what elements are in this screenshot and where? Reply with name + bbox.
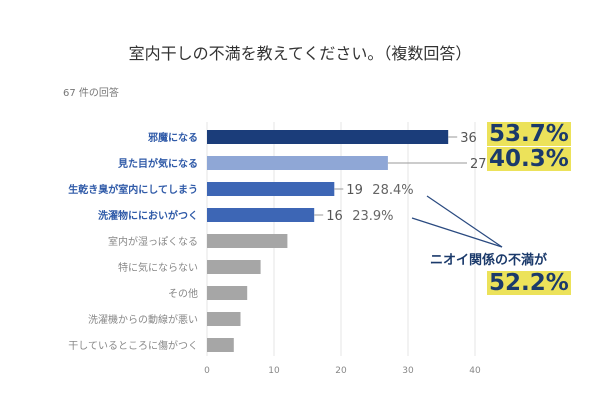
category-label: 洗濯機からの動線が悪い <box>88 313 198 326</box>
bar <box>207 260 261 274</box>
bar <box>207 234 288 248</box>
bar <box>207 182 335 196</box>
response-count: 67 件の回答 <box>63 88 119 99</box>
x-tick-label: 20 <box>335 366 347 376</box>
bar <box>207 208 315 222</box>
odor-callout-value: 52.2% <box>487 270 571 296</box>
category-label: 洗濯物ににおいがつく <box>98 209 198 222</box>
category-label: 見た目が気になる <box>117 157 198 170</box>
category-label: 特に気にならない <box>118 261 198 274</box>
percent-label: 28.4% <box>372 183 413 198</box>
category-label: その他 <box>168 287 198 300</box>
x-tick-label: 10 <box>268 366 280 376</box>
callout-top1: 53.7% <box>487 121 571 147</box>
callout-top2: 40.3% <box>487 146 571 172</box>
percent-label: 23.9% <box>352 209 393 224</box>
x-tick-label: 30 <box>402 366 414 376</box>
data-label: 27 <box>470 157 487 172</box>
category-label: 室内が湿っぽくなる <box>108 235 198 248</box>
category-label: 邪魔になる <box>147 131 198 144</box>
data-label: 19 <box>346 183 363 198</box>
bar <box>207 130 449 144</box>
odor-callout-label: ニオイ関係の不満が <box>430 253 548 268</box>
callout-line <box>426 195 503 248</box>
chart-title: 室内干しの不満を教えてください。（複数回答） <box>128 44 472 63</box>
bar <box>207 156 388 170</box>
category-label: 干しているところに傷がつく <box>68 339 198 352</box>
category-label: 生乾き臭が室内にしてしまう <box>68 183 198 196</box>
bar <box>207 286 248 300</box>
x-tick-label: 40 <box>469 366 481 376</box>
callout-line <box>411 217 503 248</box>
bar <box>207 338 234 352</box>
data-label: 16 <box>326 209 343 224</box>
data-label: 36 <box>460 131 477 146</box>
bar <box>207 312 241 326</box>
x-tick-label: 0 <box>204 366 210 376</box>
